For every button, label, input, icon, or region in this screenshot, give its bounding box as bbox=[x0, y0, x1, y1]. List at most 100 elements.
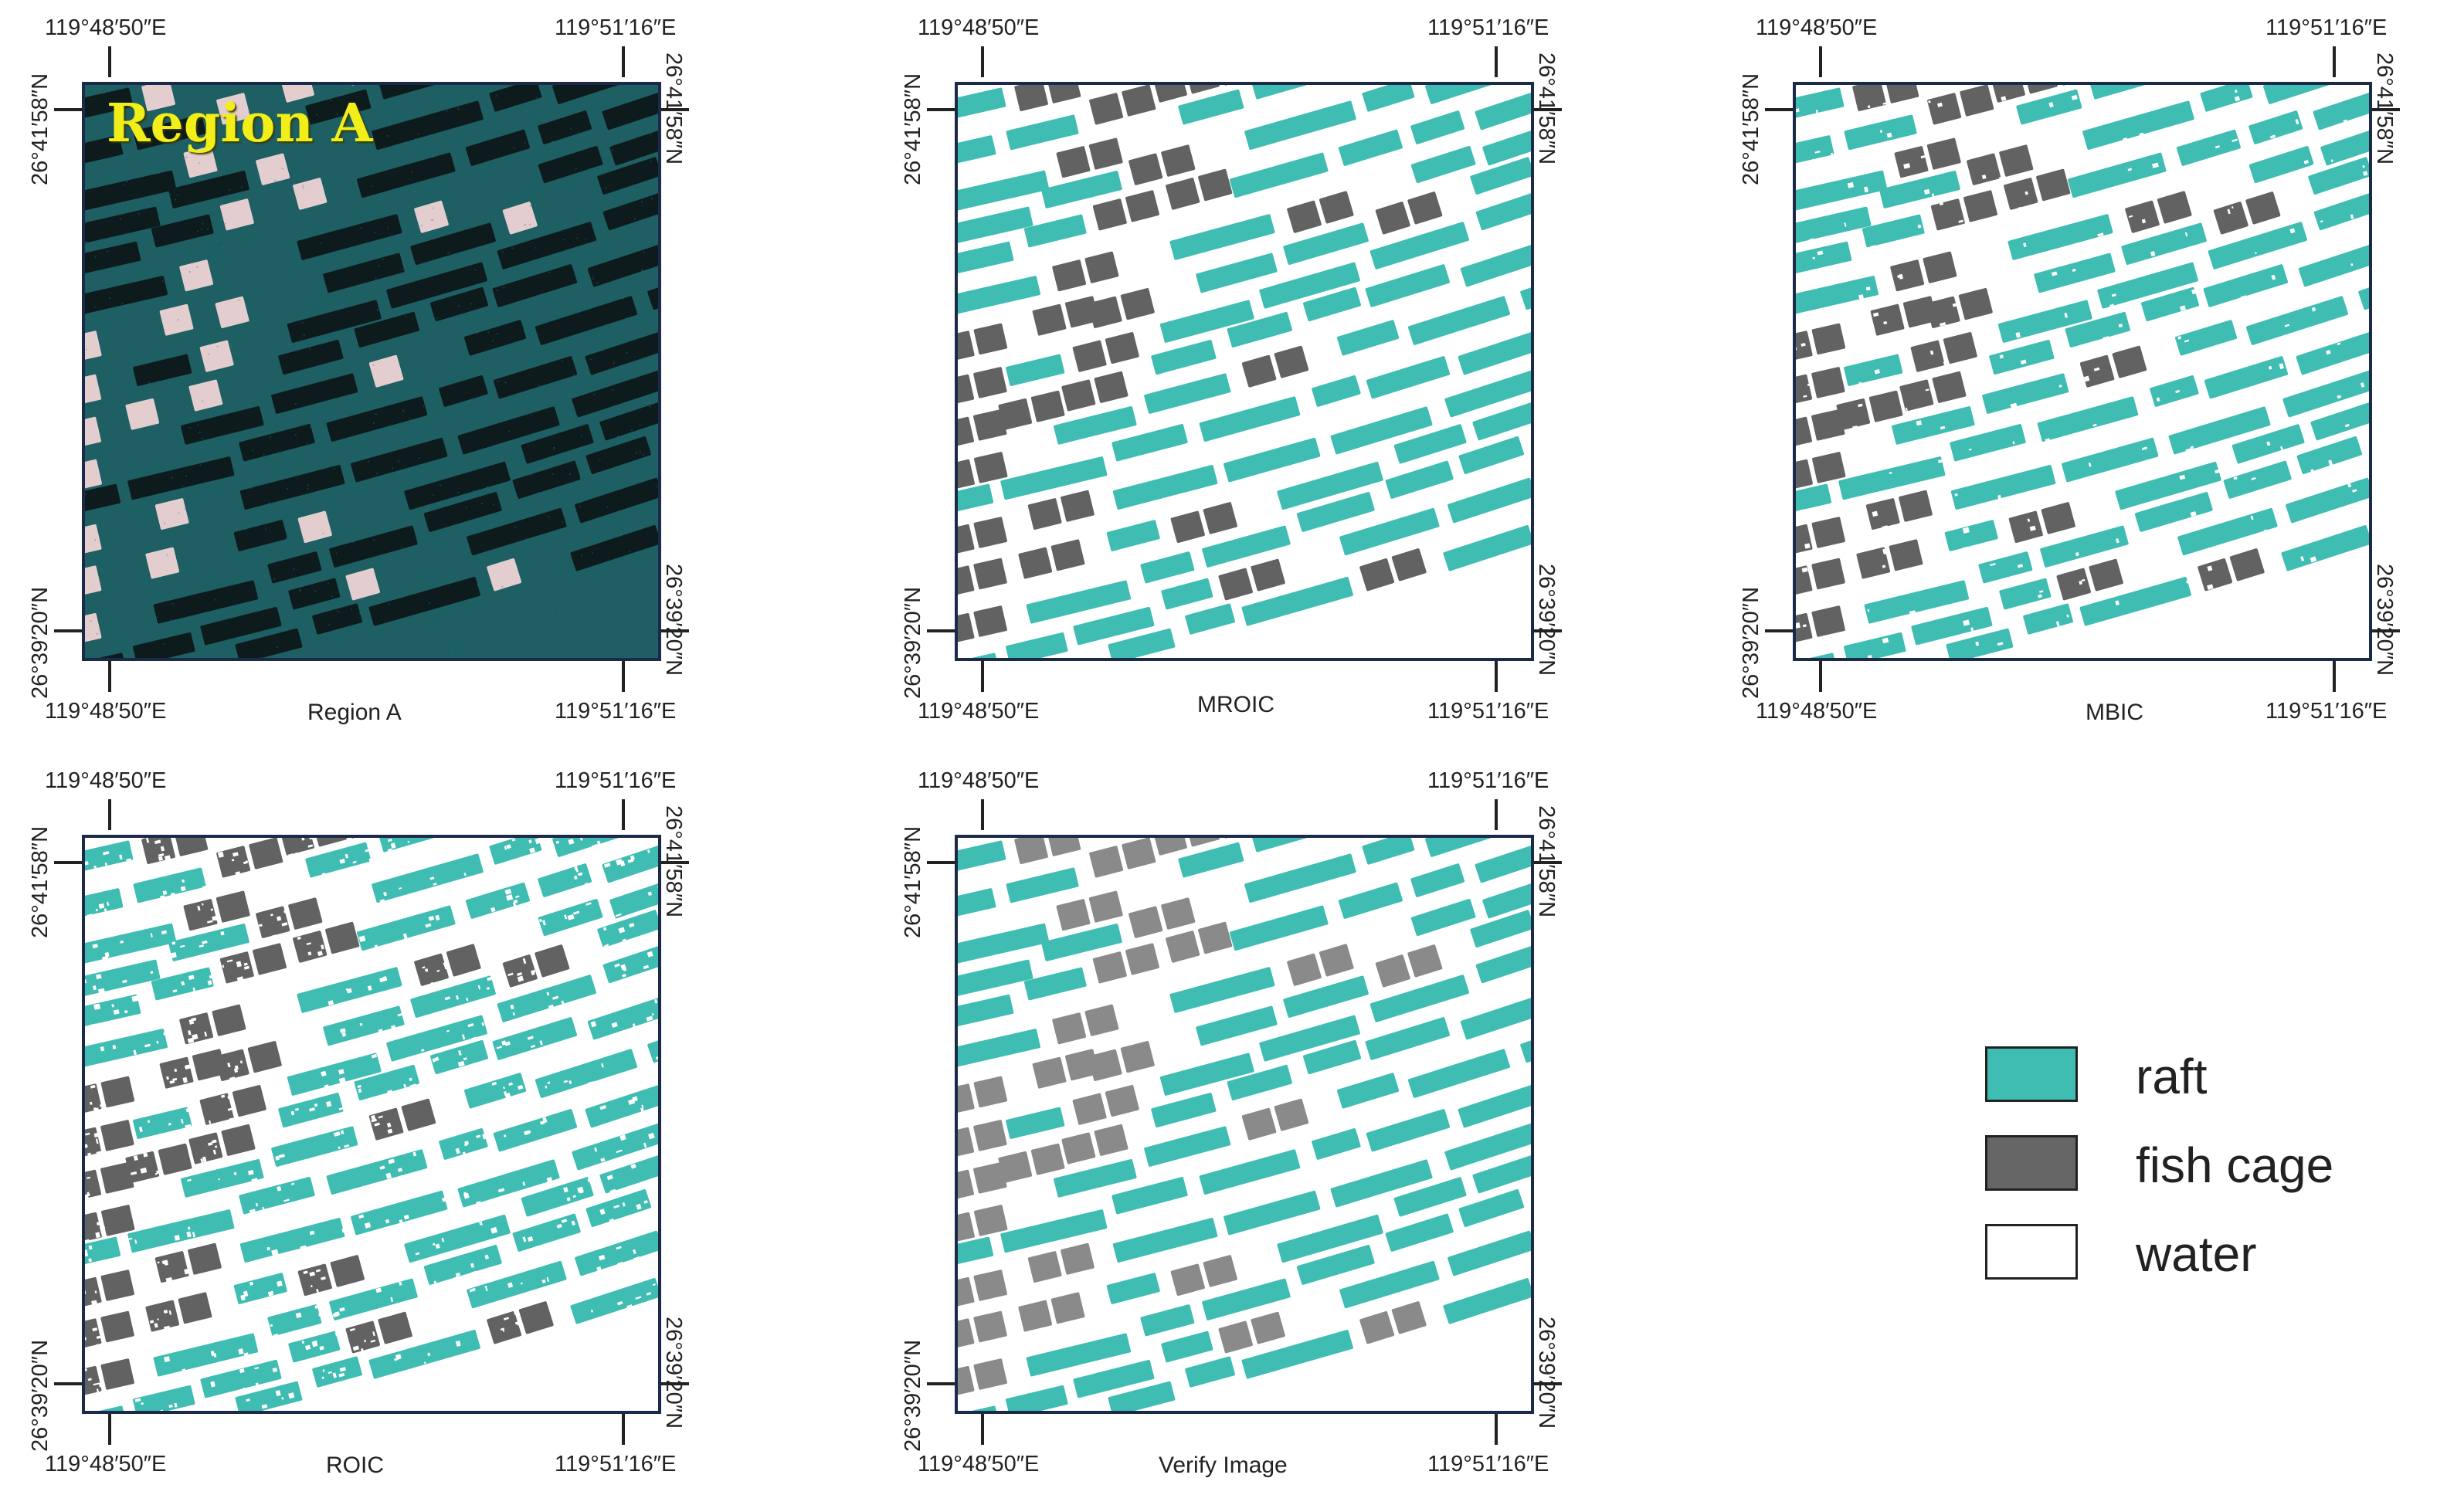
lon-label-top-left: 119°48′50″E bbox=[918, 15, 1040, 40]
fish-cage-patch bbox=[1865, 490, 1933, 530]
raft-patch bbox=[354, 311, 419, 347]
fish-cage-patch bbox=[145, 547, 180, 579]
raft-patch bbox=[2320, 112, 2369, 166]
raft-patch bbox=[1838, 456, 1946, 500]
raft-patch bbox=[1425, 838, 1524, 857]
tick bbox=[1531, 108, 1562, 111]
raft-patch bbox=[2177, 507, 2278, 556]
fish-cage-patch bbox=[256, 897, 323, 939]
raft-patch bbox=[647, 1025, 658, 1063]
raft-patch bbox=[521, 424, 594, 464]
raft-patch bbox=[278, 340, 344, 375]
raft-patch bbox=[1410, 898, 1476, 937]
raft-patch bbox=[958, 923, 1050, 966]
raft-patch bbox=[1006, 1385, 1068, 1411]
raft-patch bbox=[1185, 1356, 1235, 1388]
raft-patch bbox=[464, 1073, 527, 1109]
lon-label-bottom-right: 119°51′16″E bbox=[2265, 699, 2388, 724]
tick bbox=[1819, 46, 1822, 77]
raft-patch bbox=[168, 924, 249, 961]
raft-patch bbox=[467, 1260, 567, 1309]
raft-patch bbox=[85, 1236, 121, 1267]
raft-patch bbox=[1006, 1107, 1065, 1139]
raft-patch bbox=[233, 1273, 287, 1304]
raft-patch bbox=[552, 838, 651, 857]
raft-patch bbox=[1796, 87, 1845, 120]
raft-patch bbox=[2245, 296, 2348, 345]
fish-cage-patch bbox=[219, 943, 287, 984]
lat-label-left-top: 26°41′58″N bbox=[901, 825, 925, 938]
raft-patch bbox=[326, 396, 428, 442]
raft-patch bbox=[585, 436, 652, 474]
raft-patch bbox=[2097, 262, 2198, 309]
raft-patch bbox=[2037, 396, 2139, 444]
raft-patch bbox=[492, 1017, 578, 1060]
raft-patch bbox=[1458, 436, 1525, 474]
raft-patch bbox=[235, 1381, 304, 1411]
lon-label-top-right: 119°51′16″E bbox=[555, 15, 677, 40]
raft-patch bbox=[1302, 1039, 1361, 1075]
fish-cage-patch bbox=[1088, 1041, 1155, 1081]
raft-patch bbox=[1196, 253, 1278, 293]
fish-cage-patch bbox=[1092, 943, 1159, 984]
fish-cage-patch bbox=[1088, 288, 1155, 328]
tick bbox=[1765, 629, 1796, 632]
raft-patch bbox=[1006, 114, 1079, 151]
fish-cage-patch bbox=[1930, 190, 1997, 231]
fish-cage-patch bbox=[216, 838, 283, 878]
map-frame-mroic bbox=[955, 82, 1534, 661]
raft-patch bbox=[587, 234, 658, 287]
raft-patch bbox=[597, 910, 658, 948]
raft-patch bbox=[1006, 354, 1065, 386]
fish-cage-patch bbox=[1218, 558, 1285, 601]
panel-roic: 119°48′50″E 119°51′16″E 26°41′58″N 26°39… bbox=[0, 753, 772, 1494]
classification-map bbox=[958, 838, 1531, 1411]
fish-cage-patch bbox=[1287, 191, 1354, 233]
caption-verify-image: Verify Image bbox=[1159, 1453, 1288, 1478]
raft-patch bbox=[329, 1278, 418, 1320]
raft-patch bbox=[1277, 461, 1383, 510]
fish-cage-patch bbox=[280, 838, 347, 860]
raft-patch bbox=[239, 1218, 349, 1263]
raft-patch bbox=[1227, 1064, 1292, 1100]
raft-patch bbox=[1448, 1230, 1531, 1276]
raft-patch bbox=[2286, 477, 2369, 524]
raft-patch bbox=[85, 170, 177, 213]
raft-patch bbox=[200, 1359, 282, 1398]
raft-patch bbox=[1259, 262, 1360, 309]
fish-cage-patch bbox=[1052, 1004, 1119, 1045]
raft-patch bbox=[1946, 628, 2014, 658]
raft-patch bbox=[1385, 460, 1454, 499]
fish-cage-patch bbox=[85, 1205, 135, 1244]
raft-patch bbox=[1202, 525, 1291, 568]
tick bbox=[981, 46, 984, 77]
raft-patch bbox=[2232, 424, 2305, 464]
fish-cage-patch bbox=[188, 1124, 256, 1164]
fish-cage-patch bbox=[1056, 890, 1123, 931]
fish-cage-patch bbox=[958, 1120, 1007, 1159]
raft-patch bbox=[1844, 632, 1906, 658]
raft-patch bbox=[1444, 1121, 1531, 1171]
fish-cage-patch bbox=[85, 1270, 134, 1309]
raft-patch bbox=[2079, 577, 2191, 626]
raft-patch bbox=[1796, 241, 1852, 276]
raft-patch bbox=[354, 1064, 419, 1100]
fish-cage-patch bbox=[2213, 192, 2281, 235]
raft-patch bbox=[1023, 967, 1087, 1001]
raft-patch bbox=[1365, 264, 1451, 307]
raft-patch bbox=[329, 525, 418, 568]
tick bbox=[622, 46, 625, 77]
raft-patch bbox=[439, 375, 488, 407]
raft-patch bbox=[151, 967, 216, 1001]
raft-patch bbox=[572, 1121, 658, 1171]
raft-patch bbox=[1112, 1218, 1218, 1263]
raft-patch bbox=[1362, 838, 1415, 865]
panel-region-a: 119°48′50″E 119°51′16″E 26°41′58″N 26°39… bbox=[0, 0, 772, 741]
lat-label-right-bottom: 26°39′20″N bbox=[2372, 564, 2397, 676]
raft-patch bbox=[1460, 987, 1531, 1040]
legend-label: water bbox=[2136, 1226, 2257, 1282]
fish-cage-patch bbox=[502, 202, 538, 235]
fish-cage-patch bbox=[199, 340, 234, 372]
raft-patch bbox=[464, 320, 527, 356]
caption-roic: ROIC bbox=[326, 1453, 384, 1478]
